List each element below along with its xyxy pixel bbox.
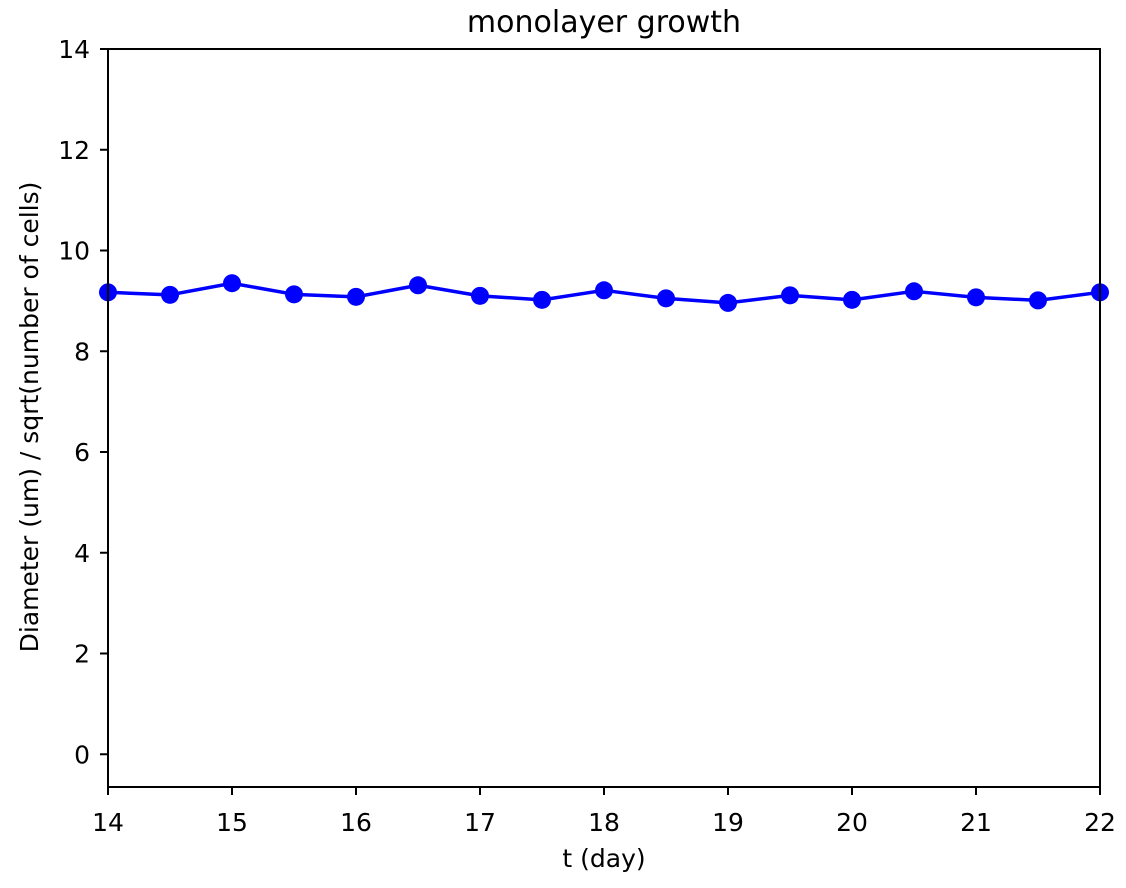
x-tick-label: 15 <box>216 808 248 837</box>
x-tick-label: 16 <box>340 808 372 837</box>
data-point <box>471 286 489 305</box>
data-point <box>409 276 427 295</box>
y-tick-label: 14 <box>58 35 90 64</box>
x-tick-label: 19 <box>712 808 744 837</box>
y-tick-label: 8 <box>74 337 90 366</box>
series-layer <box>99 274 1109 312</box>
data-point <box>967 288 985 307</box>
data-point <box>595 281 613 300</box>
data-point <box>161 285 179 304</box>
x-tick-label: 22 <box>1084 808 1116 837</box>
axis-ticks: 14 15 16 17 18 19 20 21 22 0 2 4 6 8 10 12 14 <box>58 35 1116 837</box>
y-tick-label: 0 <box>74 740 90 769</box>
y-tick-label: 6 <box>74 438 90 467</box>
x-tick-label: 20 <box>836 808 868 837</box>
data-point <box>533 290 551 309</box>
x-tick-label: 17 <box>464 808 496 837</box>
data-point <box>719 293 737 312</box>
x-tick-label: 14 <box>92 808 124 837</box>
data-point <box>843 290 861 309</box>
y-tick-label: 4 <box>74 539 90 568</box>
data-point <box>347 287 365 306</box>
data-point <box>905 282 923 301</box>
data-point <box>1029 291 1047 310</box>
y-axis-label: Diameter (um) / sqrt(number of cells) <box>15 182 44 653</box>
x-tick-label: 18 <box>588 808 620 837</box>
y-tick-label: 2 <box>74 640 90 669</box>
y-tick-label: 10 <box>58 237 90 266</box>
data-point <box>285 285 303 304</box>
plot-area-frame <box>107 48 1101 788</box>
x-axis-label: t (day) <box>562 844 645 873</box>
x-tick-label: 21 <box>960 808 992 837</box>
data-point <box>657 289 675 308</box>
data-point <box>781 286 799 305</box>
y-tick-label: 12 <box>58 136 90 165</box>
chart-title: monolayer growth <box>467 5 741 40</box>
data-point <box>223 274 241 293</box>
